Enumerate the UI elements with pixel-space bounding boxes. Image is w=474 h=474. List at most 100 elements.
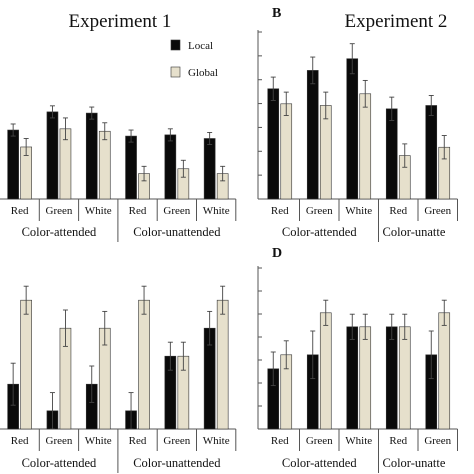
error-bar-d-global-1 bbox=[323, 299, 329, 326]
group-label-c-1: Color-unattended bbox=[133, 456, 221, 470]
bar-a-local-2 bbox=[85, 112, 98, 200]
legend-swatch-global bbox=[170, 66, 181, 78]
error-bar-d-local-4 bbox=[428, 330, 434, 380]
bar-b-local-1 bbox=[306, 70, 319, 200]
bar-d-global-4 bbox=[438, 312, 451, 430]
bar-b-local-4 bbox=[425, 105, 438, 200]
error-bar-b-global-4 bbox=[441, 135, 447, 160]
bar-b-local-3 bbox=[385, 108, 398, 200]
tick-label-b-2: White bbox=[345, 205, 372, 217]
error-bar-b-local-1 bbox=[310, 56, 316, 85]
error-bar-a-local-0 bbox=[10, 123, 16, 137]
bar-d-global-1 bbox=[319, 312, 332, 430]
bar-c-global-5 bbox=[216, 299, 229, 430]
tick-label-a-1: Green bbox=[46, 205, 73, 217]
error-bar-b-local-4 bbox=[428, 95, 434, 116]
group-label-d-0: Color-attended bbox=[282, 456, 357, 470]
bar-b-global-2 bbox=[359, 93, 372, 200]
tick-label-a-4: Green bbox=[163, 205, 190, 217]
error-bar-a-global-5 bbox=[220, 165, 226, 182]
tick-label-b-0: Red bbox=[271, 205, 289, 217]
error-bar-c-global-5 bbox=[220, 285, 226, 315]
tick-label-b-4: Green bbox=[424, 205, 451, 217]
tick-label-d-3: Red bbox=[389, 435, 407, 447]
legend: Local Global bbox=[170, 39, 218, 79]
tick-label-b-3: Red bbox=[389, 205, 407, 217]
error-bar-c-local-1 bbox=[49, 392, 55, 430]
tick-label-a-0: Red bbox=[11, 205, 29, 217]
error-bar-d-local-3 bbox=[389, 313, 395, 340]
error-bar-d-global-3 bbox=[402, 313, 408, 340]
group-label-b-1: Color-unatte bbox=[383, 225, 446, 239]
error-bar-d-global-0 bbox=[283, 340, 289, 370]
tick-label-c-2: White bbox=[85, 435, 112, 447]
error-bar-a-local-4 bbox=[167, 128, 173, 142]
tick-label-d-1: Green bbox=[306, 435, 333, 447]
tick-label-c-3: Red bbox=[129, 435, 147, 447]
bar-b-global-1 bbox=[319, 105, 332, 200]
tick-label-d-2: White bbox=[345, 435, 372, 447]
error-bar-b-local-0 bbox=[270, 76, 276, 101]
bar-b-global-0 bbox=[280, 103, 293, 200]
group-label-c-0: Color-attended bbox=[22, 456, 97, 470]
error-bar-b-global-3 bbox=[402, 143, 408, 168]
group-label-a-0: Color-attended bbox=[22, 225, 97, 239]
error-bar-a-local-2 bbox=[89, 106, 95, 120]
legend-label-local: Local bbox=[188, 40, 213, 52]
panel-a: Red Green White Red Green White Color-attended… bbox=[0, 105, 237, 242]
error-bar-c-global-2 bbox=[102, 310, 108, 346]
legend-label-global: Global bbox=[188, 67, 218, 79]
error-bar-d-local-1 bbox=[310, 330, 316, 380]
tick-label-d-0: Red bbox=[271, 435, 289, 447]
error-bar-c-local-2 bbox=[89, 365, 95, 403]
bar-a-local-4 bbox=[164, 134, 177, 200]
legend-swatch-local bbox=[170, 39, 181, 51]
error-bar-d-local-2 bbox=[349, 313, 355, 340]
panel-b: Red Green White Red Green Color-attended Color… bbox=[257, 30, 458, 242]
error-bar-d-local-0 bbox=[270, 351, 276, 387]
error-bar-b-local-2 bbox=[349, 43, 355, 75]
error-bar-d-global-4 bbox=[441, 299, 447, 326]
panel-b-letter: B bbox=[272, 6, 281, 21]
tick-label-b-1: Green bbox=[306, 205, 333, 217]
error-bar-c-global-0 bbox=[23, 285, 29, 315]
group-label-b-0: Color-attended bbox=[282, 225, 357, 239]
error-bar-c-local-0 bbox=[10, 362, 16, 406]
error-bar-a-global-2 bbox=[102, 122, 108, 141]
tick-label-d-4: Green bbox=[424, 435, 451, 447]
error-bar-a-local-1 bbox=[49, 105, 55, 119]
bar-b-local-2 bbox=[346, 58, 359, 200]
error-bar-c-global-3 bbox=[141, 285, 147, 315]
error-bar-d-global-2 bbox=[362, 313, 368, 340]
error-bar-c-local-4 bbox=[167, 341, 173, 371]
tick-label-a-3: Red bbox=[129, 205, 147, 217]
error-bar-a-global-3 bbox=[141, 165, 147, 182]
error-bar-a-local-3 bbox=[128, 129, 134, 143]
group-label-a-1: Color-unattended bbox=[133, 225, 221, 239]
error-bar-c-global-4 bbox=[180, 341, 186, 371]
tick-label-a-5: White bbox=[203, 205, 230, 217]
error-bar-c-local-3 bbox=[128, 392, 134, 430]
bar-a-global-2 bbox=[98, 130, 111, 200]
error-bar-b-global-1 bbox=[323, 91, 329, 120]
bar-a-local-0 bbox=[7, 129, 19, 200]
error-bar-a-global-4 bbox=[180, 159, 186, 178]
error-bar-c-local-5 bbox=[207, 310, 213, 346]
error-bar-b-global-2 bbox=[362, 79, 368, 108]
tick-label-c-0: Red bbox=[11, 435, 29, 447]
bar-d-local-2 bbox=[346, 326, 359, 430]
bar-d-global-2 bbox=[359, 326, 372, 430]
tick-label-a-2: White bbox=[85, 205, 112, 217]
error-bar-b-global-0 bbox=[283, 91, 289, 116]
tick-label-c-4: Green bbox=[163, 435, 190, 447]
tick-label-c-1: Green bbox=[46, 435, 73, 447]
bar-d-global-3 bbox=[398, 326, 411, 430]
panel-b-title: Experiment 2 bbox=[345, 11, 448, 32]
panels-layer: Red Green White Red Green White Color-attended… bbox=[0, 30, 458, 473]
error-bar-c-global-1 bbox=[62, 309, 68, 347]
bar-d-local-3 bbox=[385, 326, 398, 430]
error-bar-a-local-5 bbox=[207, 131, 213, 146]
bar-a-local-5 bbox=[203, 138, 216, 200]
error-bar-b-local-3 bbox=[389, 96, 395, 121]
